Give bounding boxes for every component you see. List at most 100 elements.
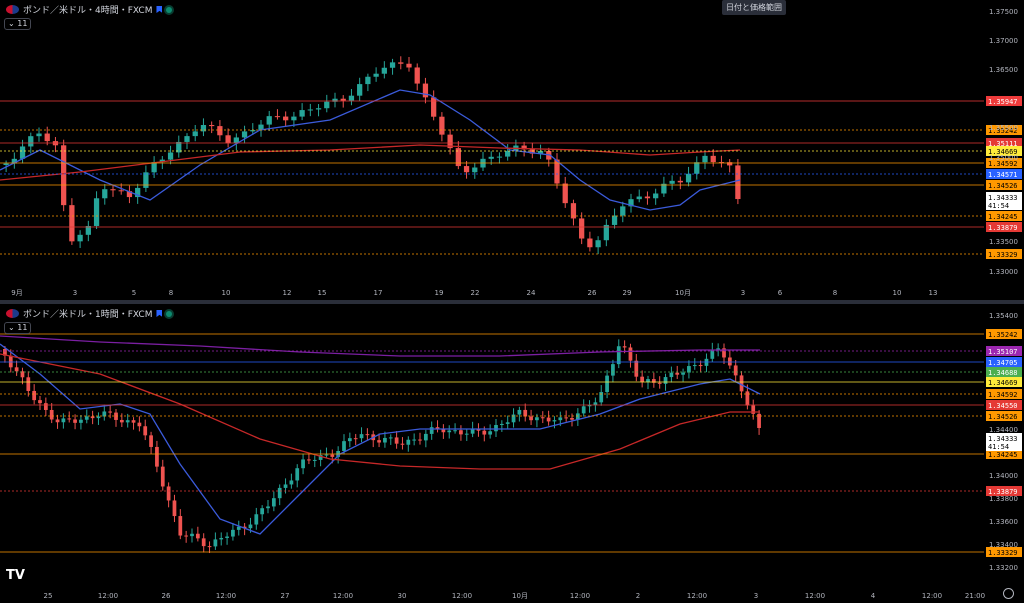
top-chart-pane[interactable]: 1.35947 1.35242 1.35111 1.34669 1.34592 1.345… [0,0,1024,300]
bottom-price-tick: 1.33400 [989,541,1018,549]
bottom-symbol-title[interactable]: ポンド／米ドル・1時間・FXCM [23,310,153,320]
bookmark-icon[interactable] [156,6,163,13]
bottom-candle-body [178,516,183,536]
top-candle-body [143,172,149,188]
bottom-candle-body [190,533,194,537]
bottom-candle-body [459,430,463,435]
date-price-range-button[interactable]: 日付と価格範囲 [722,0,786,15]
bottom-candle-body [511,414,516,423]
bookmark-icon[interactable] [156,310,163,317]
bottom-candle-body [476,428,481,431]
top-current-tag [986,192,1022,210]
bottom-candle-body [453,430,457,432]
top-chart-legend[interactable]: ポンド／米ドル・4時間・FXCM [6,3,173,16]
bottom-time-label: 12:00 [333,592,353,600]
bottom-candle-body [675,372,680,375]
pane-divider[interactable] [0,300,1024,304]
top-candle-body [694,162,700,174]
top-candle-body [570,203,577,219]
bottom-chart-canvas[interactable]: 1.35242 1.35107 1.34705 1.34688 1.34669 1.345… [0,304,1024,603]
bottom-candle-body [447,430,452,433]
bottom-candle-body [195,533,200,539]
bottom-time-label: 3 [754,592,758,600]
bottom-level-tag [986,357,1022,367]
bottom-candle-body [283,484,288,488]
top-time-label: 17 [374,289,383,297]
tradingview-logo[interactable]: TV [6,568,25,583]
top-level-label: 1.34245 [988,213,1018,221]
bottom-time-label: 25 [44,592,53,600]
top-time-label: 3 [741,289,745,297]
top-candle-body [521,145,527,150]
bottom-time-label: 10月 [512,592,528,600]
bottom-candle-body [342,441,346,451]
top-candle-body [19,146,26,159]
top-countdown: 41:54 [988,202,1009,210]
bottom-candle-body [523,409,528,417]
top-time-label: 10月 [675,289,691,297]
bottom-candle-body [400,443,405,445]
top-candle-body [472,167,478,173]
bottom-level-label: 1.34705 [988,359,1018,367]
top-candle-body [727,162,733,166]
top-candle-body [414,67,420,84]
top-candle-body [44,133,50,142]
top-candle-body [455,148,461,167]
top-current-price: 1.34333 [988,194,1018,202]
top-candle-body [529,149,535,154]
bottom-level-tag [986,400,1022,410]
top-candle-body [554,159,560,184]
bottom-indicators-toggle-button[interactable]: ⌄ 11 [4,322,32,334]
bottom-candle-body [26,377,31,391]
top-indicators-toggle-button[interactable]: ⌄ 11 [4,18,32,30]
bottom-time-label: 4 [871,592,876,600]
top-symbol-title[interactable]: ポンド／米ドル・4時間・FXCM [23,6,153,16]
bottom-candle-body [722,348,726,358]
bottom-candle-body [570,417,574,420]
bottom-candle-body [324,454,329,456]
market-open-icon [166,6,173,13]
top-candle-body [381,67,387,74]
bottom-candle-body [184,535,189,537]
bottom-candle-body [698,365,703,367]
top-candle-body [439,116,445,135]
bottom-candle-body [347,438,352,442]
bottom-candle-body [102,411,107,417]
top-level-tag [986,222,1022,232]
top-ma-red [0,144,741,181]
bottom-chart-pane[interactable]: 1.35242 1.35107 1.34705 1.34688 1.34669 1.345… [0,304,1024,603]
bottom-time-label: 27 [281,592,290,600]
top-candle-body [718,162,725,164]
top-candle-body [735,165,741,200]
bottom-candle-body [260,508,265,515]
bottom-chart-legend[interactable]: ポンド／米ドル・1時間・FXCM [6,307,173,320]
top-candle-body [61,145,67,206]
top-time-label: 13 [929,289,938,297]
top-candle-body [217,126,223,136]
bottom-candle-body [646,379,650,383]
top-level-tag [986,249,1022,259]
top-candle-body [315,108,322,110]
bottom-price-tick: 1.33600 [989,518,1018,526]
bottom-candle-body [575,413,580,420]
top-time-label: 15 [318,289,327,297]
top-candle-body [562,183,568,204]
top-candle-body [3,163,9,165]
bottom-current-tag [986,433,1022,451]
top-candle-body [69,205,75,242]
top-candle-body [389,62,396,68]
top-candle-body [365,76,371,85]
bottom-candle-body [143,426,148,436]
bottom-level-tag [986,346,1022,356]
top-candle-body [266,116,272,125]
bottom-candle-body [394,437,399,444]
bottom-ma-purple [0,335,760,357]
top-candle-body [233,137,239,144]
bottom-level-tag [986,389,1022,399]
bottom-level-label: 1.33879 [988,488,1018,496]
bottom-candle-body [38,400,42,404]
bottom-candle-body [546,417,551,422]
bottom-candle-body [219,537,224,540]
settings-icon[interactable] [1003,588,1014,599]
